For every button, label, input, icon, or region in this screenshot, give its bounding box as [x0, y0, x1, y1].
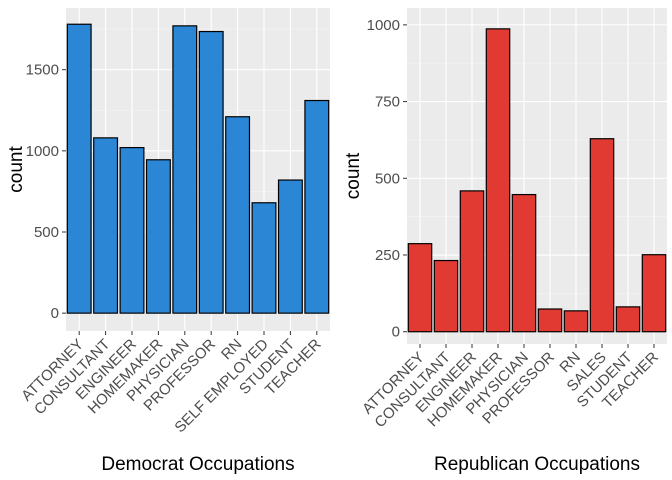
y-tick-label: 1000 — [26, 143, 59, 160]
y-tick-label: 250 — [375, 247, 400, 264]
x-axis-title: Republican Occupations — [434, 454, 640, 475]
y-tick-label: 0 — [51, 305, 59, 322]
bar-attorney — [66, 23, 92, 314]
bar-teacher — [304, 99, 330, 314]
bar-rn — [225, 116, 251, 314]
bar-physician — [172, 25, 198, 314]
y-axis-title: count — [343, 152, 364, 199]
y-tick-label: 750 — [375, 94, 400, 111]
y-tick-label: 1000 — [367, 17, 400, 34]
bar-professor — [537, 308, 563, 333]
y-tick-label: 1500 — [26, 62, 59, 79]
x-axis-title: Democrat Occupations — [101, 454, 294, 475]
y-tick-label: 500 — [375, 170, 400, 187]
bar-teacher — [641, 254, 667, 333]
bar-physician — [511, 193, 537, 333]
bar-attorney — [407, 243, 433, 333]
bar-student — [277, 179, 303, 314]
bar-professor — [198, 30, 224, 314]
bar-rn — [563, 310, 589, 333]
bar-student — [615, 306, 641, 333]
republican-chart: 02505007501000ATTORNEYCONSULTANTENGINEER… — [343, 8, 667, 475]
bar-homemaker — [485, 28, 511, 333]
bar-homemaker — [145, 159, 171, 314]
bar-sales — [589, 138, 615, 333]
bar-consultant — [433, 259, 459, 333]
bar-engineer — [119, 146, 145, 314]
y-tick-label: 500 — [34, 224, 59, 241]
bar-consultant — [93, 137, 119, 314]
y-tick-label: 0 — [392, 324, 400, 341]
democrat-chart: 050010001500ATTORNEYCONSULTANTENGINEERHO… — [6, 8, 330, 475]
y-axis-title: count — [6, 146, 27, 193]
bar-engineer — [459, 190, 485, 333]
bar-self-employed — [251, 202, 277, 314]
